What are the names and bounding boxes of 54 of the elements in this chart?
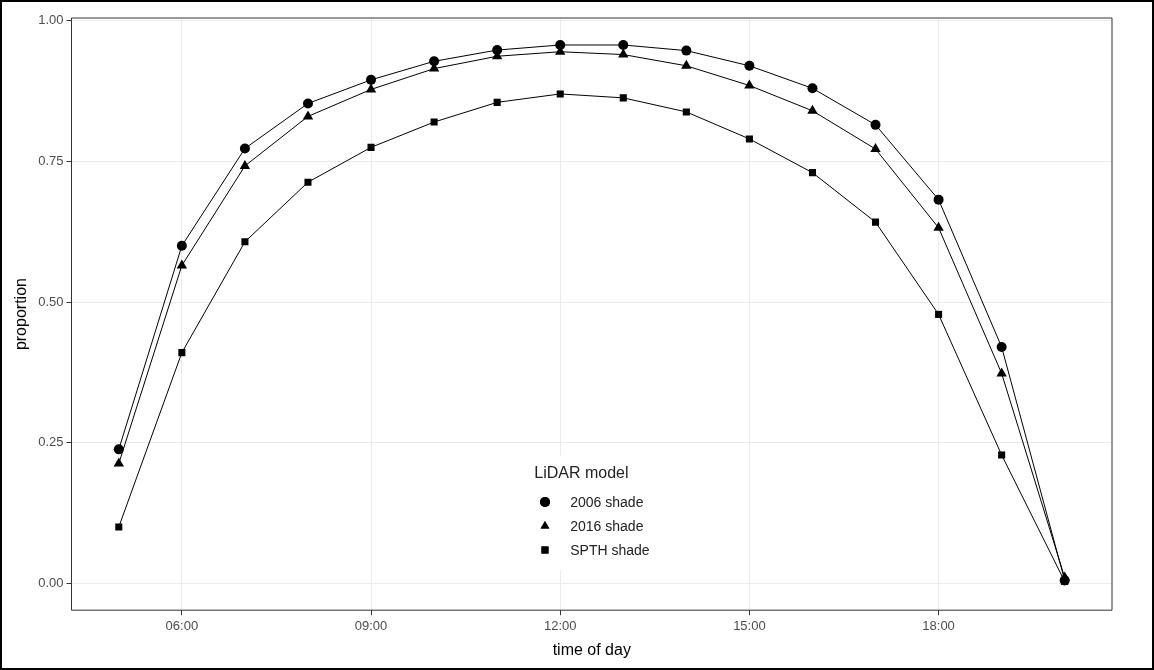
x-tick-label: 15:00 <box>733 617 766 633</box>
point <box>745 135 753 143</box>
point <box>618 39 629 50</box>
point <box>933 221 944 231</box>
point <box>618 48 629 58</box>
point <box>556 90 564 98</box>
point <box>681 45 692 56</box>
point <box>430 118 438 126</box>
point <box>493 98 501 106</box>
legend-label: 2016 shade <box>570 518 644 535</box>
point <box>115 523 123 531</box>
point <box>933 194 944 205</box>
point <box>998 451 1006 459</box>
point <box>239 143 250 154</box>
point <box>870 143 881 153</box>
x-tick-label: 18:00 <box>922 617 955 633</box>
y-tick-label: 0.25 <box>38 434 64 450</box>
point <box>176 259 188 269</box>
legend-label: 2006 shade <box>570 494 644 511</box>
point <box>681 59 692 69</box>
point <box>807 83 818 94</box>
x-tick-label: 06:00 <box>165 617 199 633</box>
point <box>239 159 251 169</box>
point <box>808 169 816 177</box>
legend-label: SPTH shade <box>570 542 650 559</box>
y-tick-label: 0.75 <box>38 152 64 168</box>
x-tick-label: 12:00 <box>543 617 577 633</box>
point <box>176 240 187 251</box>
point <box>870 119 881 130</box>
y-axis-title: proportion <box>12 278 30 351</box>
point <box>302 98 313 109</box>
legend-title: LiDAR model <box>534 464 630 483</box>
point <box>682 108 690 116</box>
point <box>429 56 440 67</box>
point <box>996 342 1007 352</box>
y-tick-label: 1.00 <box>38 12 64 28</box>
point <box>178 349 186 357</box>
point <box>619 94 627 102</box>
point <box>367 143 375 151</box>
x-axis-title: time of day <box>552 640 631 658</box>
point <box>555 39 566 50</box>
point <box>807 104 818 114</box>
point <box>113 444 124 455</box>
y-tick-label: 0.50 <box>38 293 64 309</box>
point <box>366 74 377 85</box>
point <box>492 45 503 56</box>
x-tick-label: 09:00 <box>354 617 388 633</box>
point <box>871 218 880 226</box>
point <box>935 310 943 318</box>
point <box>304 178 312 186</box>
point <box>744 60 755 71</box>
y-tick-label: 0.00 <box>38 574 64 590</box>
point <box>302 110 314 120</box>
point <box>241 238 249 246</box>
